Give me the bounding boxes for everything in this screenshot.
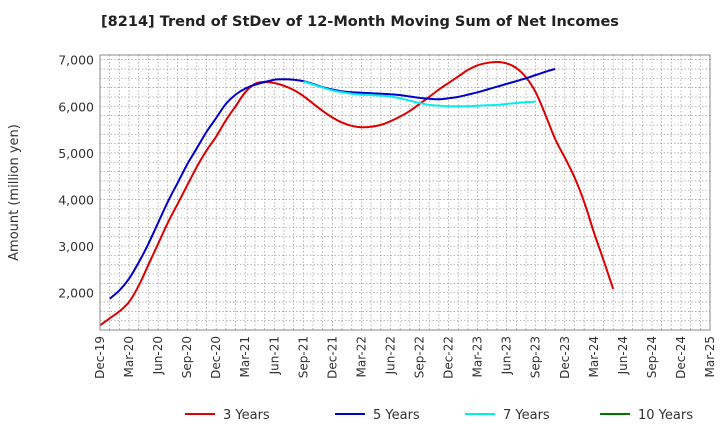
x-tick-label: Dec-20 [209,336,223,379]
x-tick-label: Jun-24 [616,336,630,375]
x-tick-label: Dec-24 [674,336,688,379]
y-axis: 2,000 3,000 4,000 5,000 6,000 7,000 [58,53,94,301]
x-tick-label: Jun-20 [151,336,165,375]
y-tick-label: 7,000 [58,53,94,68]
x-tick-label: Sep-21 [296,336,310,378]
x-tick-label: Mar-24 [587,336,601,377]
x-tick-label: Mar-25 [703,336,717,377]
series-line-7-years [303,80,536,108]
legend-label: 5 Years [373,408,420,423]
y-axis-label: Amount (million yen) [7,124,22,261]
x-tick-label: Jun-23 [500,336,514,375]
legend-label: 10 Years [638,408,693,423]
x-tick-label: Jun-21 [267,336,281,375]
x-tick-label: Mar-20 [122,336,136,377]
x-tick-label: Mar-22 [354,336,368,377]
x-tick-label: Dec-19 [93,336,107,379]
legend-label: 7 Years [503,408,550,423]
series-line-3-years [99,60,615,327]
legend: 3 Years 5 Years 7 Years 10 Years [185,408,693,423]
x-tick-label: Dec-22 [442,336,456,379]
grid-layer [99,55,711,330]
x-tick-label: Jun-22 [383,336,397,375]
plot-frame [99,54,711,331]
x-tick-label: Sep-24 [645,336,659,378]
y-tick-label: 3,000 [58,239,94,254]
x-tick-label: Sep-23 [529,336,543,378]
y-tick-label: 6,000 [58,99,94,114]
chart-title: [8214] Trend of StDev of 12-Month Moving… [101,14,619,30]
y-tick-label: 5,000 [58,146,94,161]
x-tick-label: Sep-20 [180,336,194,378]
y-tick-label: 4,000 [58,192,94,207]
x-tick-label: Mar-23 [471,336,485,377]
x-axis: Dec-19 Mar-20 Jun-20 Sep-20 Dec-20 Mar-21 Jun-… [93,336,717,379]
series-line-5-years [109,68,556,300]
x-tick-label: Sep-22 [413,336,427,378]
legend-label: 3 Years [223,408,270,423]
series-layer [99,60,615,327]
x-tick-label: Dec-21 [325,336,339,379]
x-tick-label: Mar-21 [238,336,252,377]
y-tick-label: 2,000 [58,286,94,301]
x-tick-label: Dec-23 [558,336,572,379]
